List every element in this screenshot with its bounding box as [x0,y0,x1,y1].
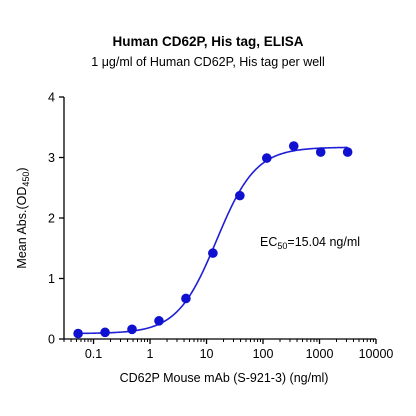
x-tick-label: 10000 [359,347,394,361]
data-point [288,141,299,151]
ec50-annotation: EC50=15.04 ng/ml [260,235,360,251]
y-tick-label: 4 [48,91,55,105]
data-point [73,328,83,339]
x-tick-label: 1 [147,347,154,361]
ec50-subscript: 50 [277,241,287,251]
x-tick-label: 100 [253,347,274,361]
chart-title: Human CD62P, His tag, ELISA [112,34,303,49]
ec50-prefix: EC [260,235,277,249]
x-tick-label: 1000 [306,347,334,361]
y-tick-label: 3 [48,151,55,165]
ec50-value: =15.04 ng/ml [287,235,360,249]
data-point [315,147,326,157]
chart-subtitle: 1 μg/ml of Human CD62P, His tag per well [91,55,324,69]
x-tick-label: 10 [200,347,214,361]
x-axis-label: CD62P Mouse mAb (S-921-3) (ng/ml) [120,371,329,385]
x-tick-label: 0.1 [85,347,102,361]
plot-area: 0 1 2 3 4 0.1 1 10 100 1000 10000 [48,91,393,362]
y-tick-label: 1 [48,272,55,286]
data-point [154,316,164,326]
y-axis-label-main: Mean Abs.(OD [15,187,29,269]
data-point [342,147,353,157]
data-point [100,327,110,338]
data-point [181,293,191,304]
y-tick-label: 0 [48,333,55,347]
data-point [235,190,245,201]
y-axis-label: Mean Abs.(OD450) [15,167,31,268]
y-axis-label-close: ) [15,167,29,171]
y-tick-label: 2 [48,212,55,226]
data-point [127,324,137,335]
data-point [208,248,218,258]
y-axis-label-sub: 450 [21,172,31,187]
data-point [261,153,272,163]
